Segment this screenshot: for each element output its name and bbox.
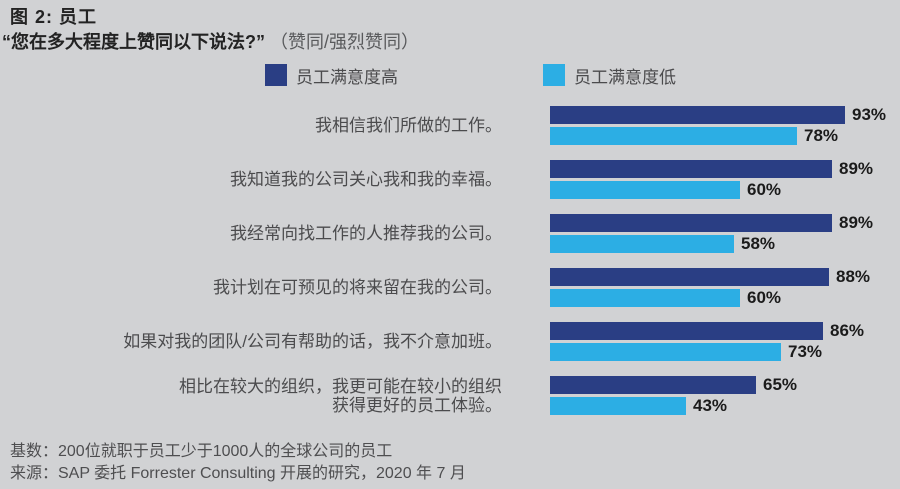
chart-row: 我经常向找工作的人推荐我的公司。 89% 58% [0, 213, 900, 253]
chart-rows: 我相信我们所做的工作。 93% 78% 我知道我的公司关心我和我的幸福。 89% 60% 我… [0, 105, 900, 415]
legend-item-high: 员工满意度高 [265, 63, 543, 88]
chart-legend: 员工满意度高 员工满意度低 [265, 63, 900, 88]
legend-swatch-low-icon [543, 64, 565, 86]
bar-low [550, 181, 740, 199]
figure-title: 图 2: 员工 [10, 7, 98, 27]
bar-low [550, 343, 781, 361]
legend-item-low: 员工满意度低 [543, 63, 676, 88]
bar-pair: 65% 43% [550, 375, 798, 415]
value-label-low: 58% [741, 234, 776, 253]
chart-row: 我计划在可预见的将来留在我的公司。 88% 60% [0, 267, 900, 307]
bar-pair: 86% 73% [550, 321, 865, 361]
bar-high [550, 106, 845, 124]
footer-source-note: 来源：SAP 委托 Forrester Consulting 开展的研究，202… [10, 465, 466, 482]
chart-row: 相比在较大的组织，我更可能在较小的组织 获得更好的员工体验。 65% 43% [0, 375, 900, 415]
category-label: 我相信我们所做的工作。 [315, 116, 502, 135]
category-label: 我经常向找工作的人推荐我的公司。 [230, 224, 502, 243]
subtitle-note: （赞同/强烈赞同） [270, 32, 420, 52]
legend-label-high: 员工满意度高 [296, 67, 398, 87]
figure-subtitle: “您在多大程度上赞同以下说法?” （赞同/强烈赞同） [2, 31, 900, 54]
category-label: 我计划在可预见的将来留在我的公司。 [213, 278, 502, 297]
value-label-high: 89% [839, 159, 874, 178]
bar-high [550, 322, 823, 340]
bar-high [550, 214, 832, 232]
value-label-high: 88% [836, 267, 871, 286]
category-label: 我知道我的公司关心我和我的幸福。 [230, 170, 502, 189]
bar-pair: 93% 78% [550, 105, 887, 145]
value-label-low: 73% [788, 342, 823, 361]
chart-row: 我知道我的公司关心我和我的幸福。 89% 60% [0, 159, 900, 199]
bar-low [550, 235, 734, 253]
value-label-high: 93% [852, 105, 887, 124]
value-label-high: 86% [830, 321, 865, 340]
bar-high [550, 160, 832, 178]
value-label-low: 60% [747, 180, 782, 199]
value-label-low: 43% [693, 396, 728, 415]
value-label-low: 78% [804, 126, 839, 145]
category-label: 如果对我的团队/公司有帮助的话，我不介意加班。 [123, 332, 502, 351]
bar-low [550, 127, 797, 145]
chart-row: 我相信我们所做的工作。 93% 78% [0, 105, 900, 145]
bar-pair: 88% 60% [550, 267, 871, 307]
bar-pair: 89% 60% [550, 159, 874, 199]
value-label-high: 89% [839, 213, 874, 232]
value-label-low: 60% [747, 288, 782, 307]
bar-pair: 89% 58% [550, 213, 874, 253]
value-label-high: 65% [763, 375, 798, 394]
bar-high [550, 268, 829, 286]
subtitle-question: “您在多大程度上赞同以下说法?” [2, 32, 265, 52]
category-label: 相比在较大的组织，我更可能在较小的组织 获得更好的员工体验。 [179, 376, 502, 415]
legend-swatch-high-icon [265, 64, 287, 86]
chart-footer: 基数：200位就职于员工少于1000人的全球公司的员工 来源：SAP 委托 Fo… [10, 441, 900, 485]
bar-low [550, 397, 686, 415]
bar-high [550, 376, 756, 394]
chart-row: 如果对我的团队/公司有帮助的话，我不介意加班。 86% 73% [0, 321, 900, 361]
footer-base-note: 基数：200位就职于员工少于1000人的全球公司的员工 [10, 443, 393, 460]
bar-low [550, 289, 740, 307]
legend-label-low: 员工满意度低 [574, 67, 676, 87]
